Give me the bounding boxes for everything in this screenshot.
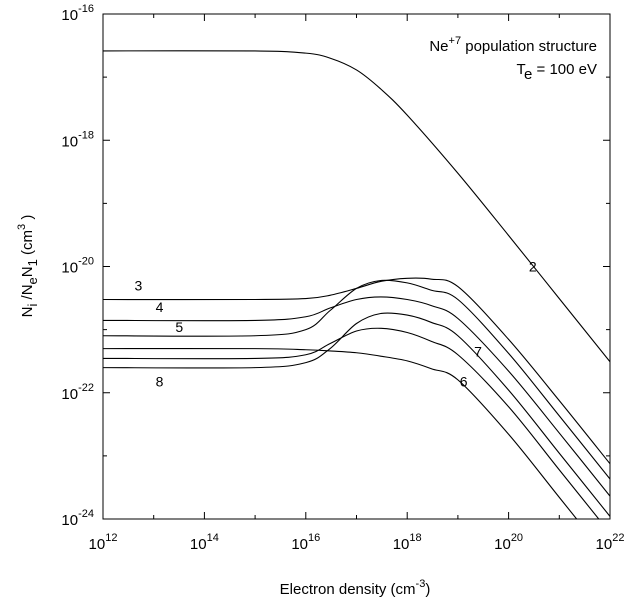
chart-subtitle: Te = 100 eV [517,61,597,83]
series-line-6 [103,347,578,519]
y-label-sub: 1 [25,259,40,266]
y-tick-label: 10-24 [61,508,94,529]
y-tick-label: 10-18 [61,129,94,150]
y-axis-label: Ni /NeN1 (cm3 ) [16,215,40,318]
chart-subtitle-sub: e [524,66,532,83]
series-label-7: 7 [474,344,482,360]
series-line-3 [103,277,610,465]
x-tick-label: 1016 [291,532,320,553]
x-tick-label: 1014 [190,532,219,553]
y-label-part: N [19,266,36,277]
y-label-sub: i [25,304,40,307]
y-label-part: ) [19,215,36,224]
chart-subtitle-symbol: T [517,61,526,78]
series-line-7 [103,327,600,519]
x-axis-label-close: ) [425,581,430,598]
y-label-part: (cm [19,230,36,259]
series-line-4 [103,296,610,497]
series-labels: 2 345 67 8 [135,259,537,390]
series-line-2 [103,50,610,363]
series-label-5: 5 [175,319,183,335]
x-axis-label-text: Electron density (cm [280,581,416,598]
chart-title-species: Ne [429,38,448,55]
x-axis-label-sup: -3 [416,578,426,590]
x-axis-label: Electron density (cm-3) [280,578,431,598]
series-label-8: 8 [156,374,164,390]
series-label-6: 6 [460,374,468,390]
x-axis-ticks: 1012 1014 1016 1018 1020 1022 [89,14,625,553]
chart-title-charge: +7 [449,35,462,47]
y-tick-label: 10-22 [61,382,94,403]
series-curves [103,50,610,519]
x-tick-label: 1018 [393,532,422,553]
y-label-sup: 3 [16,224,28,230]
chart-title: Ne+7 population structure [429,35,597,55]
y-tick-label: 10-20 [61,256,94,277]
x-tick-label: 1020 [494,532,523,553]
x-tick-label: 1022 [596,532,625,553]
chart-subtitle-rest: = 100 eV [532,61,597,78]
series-line-5 [103,279,610,480]
y-axis-ticks: 10-24 10-22 10-20 10-18 10-16 [61,3,610,529]
y-label-part: /N [19,284,36,303]
y-label-part: N [19,307,36,318]
y-tick-label: 10-16 [61,3,94,24]
series-label-4: 4 [156,299,164,315]
series-label-3: 3 [135,278,143,294]
chart-title-rest: population structure [461,38,597,55]
x-tick-label: 1012 [89,532,118,553]
series-label-2: 2 [529,259,537,275]
series-line-8 [103,312,610,517]
y-label-sub: e [25,277,40,284]
